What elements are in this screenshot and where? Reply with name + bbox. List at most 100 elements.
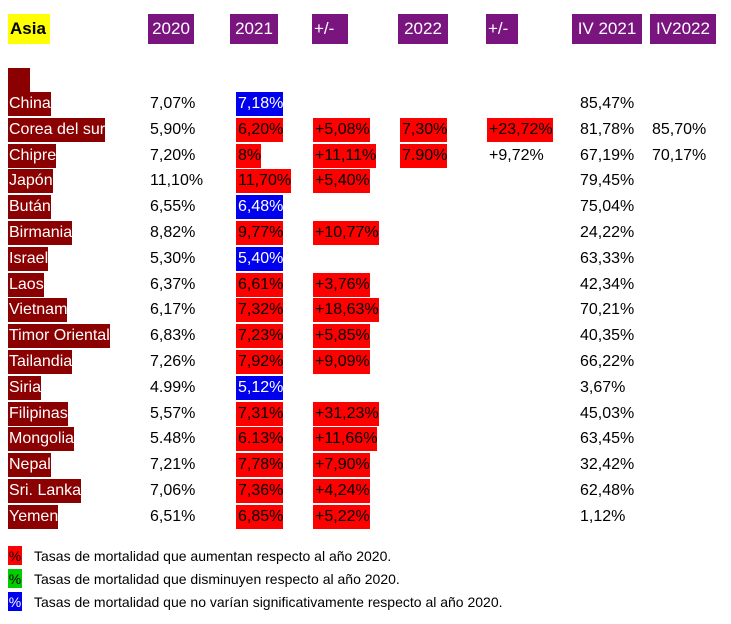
table-row: Israel 5,30% 5,40% 63,33% bbox=[0, 246, 731, 271]
country-name: Yemen bbox=[8, 504, 59, 529]
table-row: Filipinas 5,57% 7,31% +31,23% 45,03% bbox=[0, 401, 731, 426]
col-header-change-2021: +/- bbox=[312, 14, 348, 44]
change-2021: +3,76% bbox=[313, 272, 370, 297]
table-row: Corea del sur 5,90% 6,20% +5,08% 7,30% +23,72… bbox=[0, 117, 731, 142]
iv-2021: 79,45% bbox=[580, 172, 635, 190]
iv-2021: 67,19% bbox=[580, 146, 635, 164]
table-row: Tailandia 7,26% 7,92% +9,09% 66,22% bbox=[0, 350, 731, 374]
country-name: China bbox=[8, 92, 51, 116]
change-2021: +7,90% bbox=[313, 453, 370, 478]
legend-item: % Tasas de mortalidad que aumentan respec… bbox=[8, 546, 391, 566]
table-row: Mongolia 5.48% 6.13% +11,66% 63,45% bbox=[0, 427, 731, 452]
col-header-2020: 2020 bbox=[148, 14, 194, 44]
rate-2020: 6,51% bbox=[150, 507, 196, 525]
rate-2022: 7.90% bbox=[400, 143, 448, 168]
rate-2021: 7,36% bbox=[236, 479, 284, 503]
iv-2021: 42,34% bbox=[580, 275, 635, 293]
change-2021: +5,08% bbox=[313, 117, 370, 142]
rate-2020: 5,57% bbox=[150, 404, 196, 422]
country-name: Chipre bbox=[8, 143, 57, 168]
rate-2020: 7,20% bbox=[150, 146, 196, 164]
col-header-iv-2021: IV 2021 bbox=[572, 14, 642, 44]
iv-2021: 81,78% bbox=[580, 120, 635, 138]
legend-text: Tasas de mortalidad que no varían signif… bbox=[34, 594, 503, 610]
rate-2020: 7,26% bbox=[150, 353, 196, 370]
legend-swatch: % bbox=[8, 592, 22, 611]
iv-2022: 70,17% bbox=[652, 146, 707, 164]
table-row: Nepal 7,21% 7,78% +7,90% 32,42% bbox=[0, 453, 731, 478]
table-row: Laos 6,37% 6,61% +3,76% 42,34% bbox=[0, 272, 731, 297]
rate-2020: 11,10% bbox=[150, 172, 204, 190]
iv-2021: 63,33% bbox=[580, 249, 635, 267]
table-row: Bután 6,55% 6,48% 75,04% bbox=[0, 195, 731, 220]
legend-swatch: % bbox=[8, 546, 22, 565]
country-name: Sri. Lanka bbox=[8, 479, 82, 503]
rate-2021: 6,20% bbox=[236, 117, 284, 142]
country-name: Corea del sur bbox=[8, 117, 106, 142]
legend-text: Tasas de mortalidad que disminuyen respe… bbox=[34, 571, 400, 587]
country-name: Mongolia bbox=[8, 427, 74, 452]
iv-2021: 70,21% bbox=[580, 301, 635, 319]
country-name: Vietnam bbox=[8, 298, 68, 323]
col-header-change-2022: +/- bbox=[486, 14, 518, 44]
country-name: Nepal bbox=[8, 453, 51, 478]
change-2021: +18,63% bbox=[313, 298, 379, 323]
col-header-iv-2022: IV2022 bbox=[650, 14, 716, 44]
rate-2021: 5,40% bbox=[236, 246, 284, 271]
rate-2021: 5,12% bbox=[236, 375, 284, 400]
change-2021: +5,85% bbox=[313, 324, 370, 349]
legend-item: % Tasas de mortalidad que disminuyen resp… bbox=[8, 569, 400, 589]
table-row: Birmania 8,82% 9,77% +10,77% 24,22% bbox=[0, 221, 731, 245]
country-name: Birmania bbox=[8, 221, 73, 245]
table-row: Timor Oriental 6,83% 7,23% +5,85% 40,35% bbox=[0, 324, 731, 349]
iv-2021: 40,35% bbox=[580, 327, 635, 345]
iv-2021: 62,48% bbox=[580, 482, 635, 499]
table-row: Yemen 6,51% 6,85% +5,22% 1,12% bbox=[0, 504, 731, 529]
rate-2021: 7,78% bbox=[236, 453, 284, 478]
country-name: Bután bbox=[8, 195, 51, 220]
rate-2021: 6,61% bbox=[236, 272, 284, 297]
region-header: Asia bbox=[8, 14, 50, 44]
iv-2021: 1,12% bbox=[580, 507, 626, 525]
country-name: Timor Oriental bbox=[8, 324, 110, 349]
change-2021: +11,11% bbox=[313, 143, 377, 168]
change-2021: +4,24% bbox=[313, 479, 370, 503]
rate-2021: 6,85% bbox=[236, 504, 284, 529]
change-2021: +11,66% bbox=[313, 427, 378, 452]
legend-swatch: % bbox=[8, 569, 22, 588]
rate-2021: 9,77% bbox=[236, 221, 284, 245]
change-2021: +10,77% bbox=[313, 221, 379, 245]
rate-2020: 6,17% bbox=[150, 301, 196, 319]
rate-2021: 7,92% bbox=[236, 350, 284, 374]
table-row: Chipre 7,20% 8% +11,11% 7.90% +9,72% 67,19% 70,… bbox=[0, 143, 731, 168]
legend-item: % Tasas de mortalidad que no varían signi… bbox=[8, 592, 503, 612]
rate-2022: 7,30% bbox=[400, 117, 448, 142]
iv-2022: 85,70% bbox=[652, 120, 707, 138]
rate-2021: 7,23% bbox=[236, 324, 284, 349]
change-2021: +9,09% bbox=[313, 350, 370, 374]
rate-2020: 4.99% bbox=[150, 378, 196, 396]
col-header-2022: 2022 bbox=[398, 14, 448, 44]
table-row: Japón 11,10% 11,70% +5,40% 79,45% bbox=[0, 169, 731, 194]
iv-2021: 24,22% bbox=[580, 224, 635, 241]
rate-2021: 6,48% bbox=[236, 195, 284, 220]
col-header-2021: 2021 bbox=[230, 14, 278, 44]
rate-2021: 7,32% bbox=[236, 298, 284, 323]
rate-2020: 6,55% bbox=[150, 198, 196, 216]
table-row: Siria 4.99% 5,12% 3,67% bbox=[0, 375, 731, 400]
country-name: Laos bbox=[8, 272, 44, 297]
table-row: Sri. Lanka 7,06% 7,36% +4,24% 62,48% bbox=[0, 479, 731, 503]
iv-2021: 66,22% bbox=[580, 353, 635, 370]
change-2021: +5,22% bbox=[313, 504, 370, 529]
rate-2020: 5,30% bbox=[150, 249, 196, 267]
rate-2020: 7,07% bbox=[150, 95, 196, 112]
table-row: Vietnam 6,17% 7,32% +18,63% 70,21% bbox=[0, 298, 731, 323]
rate-2021: 8% bbox=[236, 143, 262, 168]
rate-2020: 6,83% bbox=[150, 327, 196, 345]
table-row: China 7,07% 7,18% 85,47% bbox=[0, 92, 731, 116]
rate-2020: 7,06% bbox=[150, 482, 196, 499]
iv-2021: 85,47% bbox=[580, 95, 635, 112]
iv-2021: 45,03% bbox=[580, 404, 635, 422]
rate-2021: 7,18% bbox=[236, 92, 284, 116]
rate-2021: 11,70% bbox=[236, 169, 292, 194]
